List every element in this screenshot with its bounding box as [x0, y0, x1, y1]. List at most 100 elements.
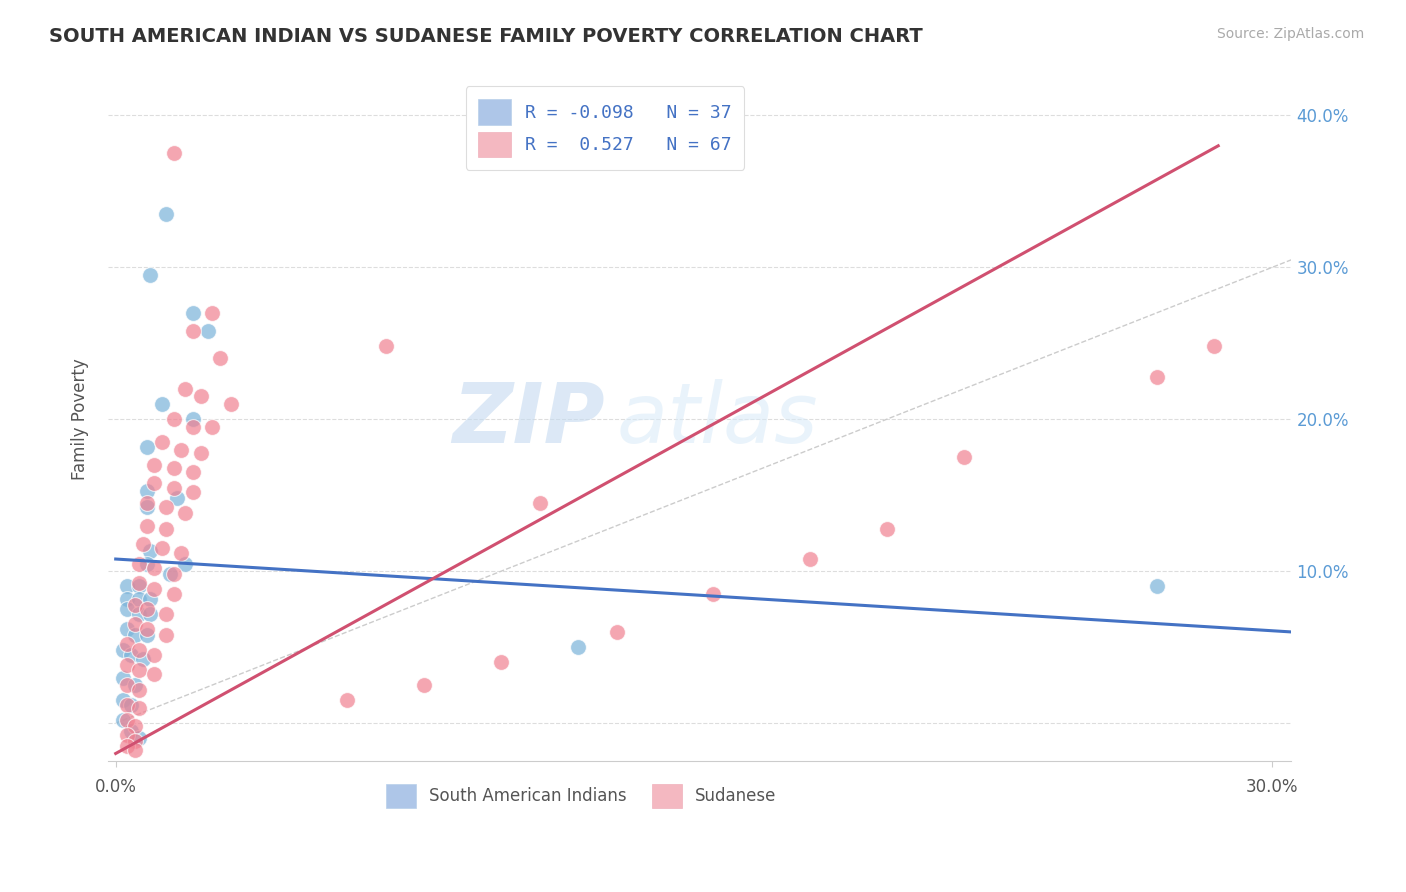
Point [117, 739, 139, 753]
Point [124, 617, 146, 632]
Point [128, 557, 150, 571]
Point [181, 306, 204, 320]
Point [159, 567, 181, 582]
Point [166, 491, 188, 506]
Point [155, 628, 177, 642]
Point [162, 412, 184, 426]
Point [139, 268, 162, 282]
Text: ZIP: ZIP [453, 379, 605, 459]
Point [135, 483, 157, 498]
Point [124, 628, 146, 642]
Point [162, 461, 184, 475]
Point [799, 552, 821, 566]
Point [1146, 369, 1168, 384]
Point [124, 734, 146, 748]
Point [567, 640, 589, 654]
Point [139, 544, 162, 558]
Point [155, 607, 177, 621]
Point [128, 576, 150, 591]
Point [128, 591, 150, 606]
Point [128, 663, 150, 677]
Point [606, 624, 628, 639]
Point [952, 450, 974, 465]
Point [117, 602, 139, 616]
Point [117, 698, 139, 712]
Point [201, 420, 224, 434]
Point [135, 440, 157, 454]
Point [221, 397, 243, 411]
Point [135, 557, 157, 571]
Point [131, 652, 153, 666]
Point [143, 561, 166, 575]
Point [190, 389, 212, 403]
Point [117, 622, 139, 636]
Point [162, 567, 184, 582]
Point [174, 507, 197, 521]
Point [139, 607, 162, 621]
Point [120, 648, 142, 662]
Point [117, 728, 139, 742]
Point [174, 557, 197, 571]
Point [190, 445, 212, 459]
Point [208, 351, 231, 366]
Y-axis label: Family Poverty: Family Poverty [72, 359, 89, 480]
Point [876, 522, 898, 536]
Point [489, 656, 512, 670]
Point [201, 306, 224, 320]
Point [155, 522, 177, 536]
Point [413, 678, 436, 692]
Point [124, 743, 146, 757]
Point [117, 637, 139, 651]
Point [135, 622, 157, 636]
Point [155, 207, 177, 221]
Point [162, 146, 184, 161]
Text: Source: ZipAtlas.com: Source: ZipAtlas.com [1216, 27, 1364, 41]
Point [128, 607, 150, 621]
Point [181, 485, 204, 500]
Point [139, 591, 162, 606]
Point [150, 435, 173, 450]
Point [135, 500, 157, 515]
Point [150, 397, 173, 411]
Point [181, 420, 204, 434]
Point [170, 442, 193, 457]
Point [131, 537, 153, 551]
Point [112, 693, 135, 707]
Point [120, 723, 142, 738]
Text: SOUTH AMERICAN INDIAN VS SUDANESE FAMILY POVERTY CORRELATION CHART: SOUTH AMERICAN INDIAN VS SUDANESE FAMILY… [49, 27, 922, 45]
Point [117, 713, 139, 727]
Point [135, 518, 157, 533]
Point [150, 541, 173, 556]
Point [124, 678, 146, 692]
Point [181, 324, 204, 338]
Point [117, 579, 139, 593]
Point [143, 476, 166, 491]
Point [181, 466, 204, 480]
Point [117, 678, 139, 692]
Point [702, 587, 724, 601]
Point [112, 671, 135, 685]
Point [128, 701, 150, 715]
Point [1146, 579, 1168, 593]
Point [143, 648, 166, 662]
Point [112, 643, 135, 657]
Point [128, 731, 150, 746]
Point [1204, 339, 1226, 353]
Point [162, 587, 184, 601]
Point [117, 658, 139, 673]
Point [112, 713, 135, 727]
Point [181, 412, 204, 426]
Point [162, 481, 184, 495]
Point [128, 643, 150, 657]
Point [336, 693, 359, 707]
Point [124, 719, 146, 733]
Point [117, 591, 139, 606]
Point [529, 496, 551, 510]
Point [174, 382, 197, 396]
Point [170, 546, 193, 560]
Point [155, 500, 177, 515]
Point [143, 458, 166, 472]
Point [128, 579, 150, 593]
Point [374, 339, 396, 353]
Point [135, 628, 157, 642]
